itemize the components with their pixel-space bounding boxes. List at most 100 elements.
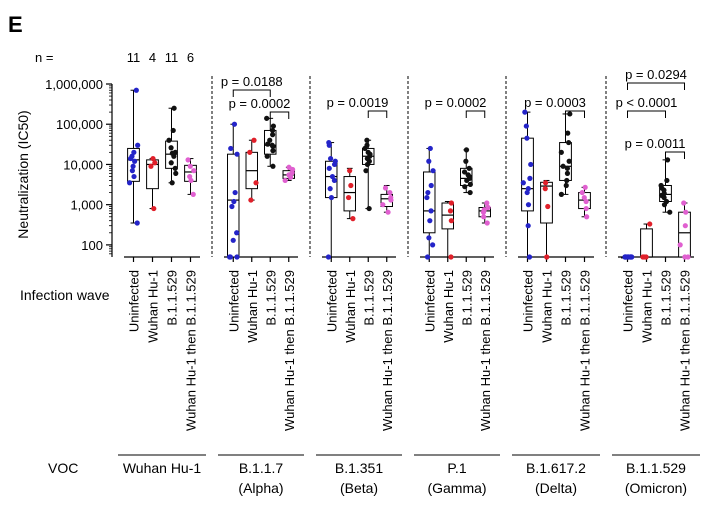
data-point xyxy=(465,172,471,178)
group-label: Uninfected xyxy=(127,270,142,332)
data-point xyxy=(426,235,432,241)
data-point xyxy=(187,163,193,169)
infection-wave-label: Infection wave xyxy=(20,287,110,303)
data-point xyxy=(481,207,487,213)
data-point xyxy=(525,223,531,229)
data-point xyxy=(129,168,135,174)
p-value-label: p = 0.0188 xyxy=(221,74,283,89)
data-point xyxy=(643,254,649,260)
data-point xyxy=(583,198,589,205)
voc-name: B.1.1.529 xyxy=(626,460,686,476)
data-point xyxy=(579,189,585,196)
data-point xyxy=(190,191,196,198)
data-point xyxy=(683,209,689,215)
voc-subname: (Gamma) xyxy=(427,480,486,496)
data-point xyxy=(231,121,238,127)
voc-label: VOC xyxy=(48,460,78,476)
box-wuhan-hu-1 xyxy=(640,228,653,258)
data-point xyxy=(380,202,386,208)
data-point xyxy=(524,135,530,141)
data-point xyxy=(326,165,332,171)
data-point xyxy=(626,254,632,260)
data-point xyxy=(325,254,332,260)
data-point xyxy=(558,191,564,198)
data-point xyxy=(169,180,175,186)
data-point xyxy=(366,205,372,212)
data-point xyxy=(542,186,548,192)
data-point xyxy=(232,189,238,196)
p-value-label: p = 0.0019 xyxy=(327,95,389,110)
data-point xyxy=(664,157,671,163)
data-point xyxy=(526,254,533,260)
voc-name: P.1 xyxy=(447,460,466,476)
data-point xyxy=(331,177,338,184)
group-label: Wuhan Hu-1 xyxy=(441,270,456,343)
data-point xyxy=(171,105,177,111)
significance-bracket xyxy=(465,110,486,118)
data-point xyxy=(667,209,673,215)
data-point xyxy=(166,137,172,143)
n-label: n = xyxy=(35,50,53,65)
data-point xyxy=(364,142,370,148)
data-point xyxy=(545,203,551,210)
n-value: 11 xyxy=(127,50,141,65)
voc-subname: (Delta) xyxy=(535,480,577,496)
voc-name: Wuhan Hu-1 xyxy=(123,460,202,476)
data-point xyxy=(345,194,352,201)
data-point xyxy=(270,148,276,154)
group-label: Wuhan Hu-1 xyxy=(540,270,555,343)
group-label: Uninfected xyxy=(621,270,636,332)
data-point xyxy=(544,254,550,260)
voc-subname: (Omicron) xyxy=(625,480,687,496)
data-point xyxy=(326,139,332,146)
group-label: Wuhan Hu-1 xyxy=(343,270,358,343)
significance-bracket xyxy=(232,89,271,97)
data-point xyxy=(350,216,356,222)
panel-label: E xyxy=(8,12,23,37)
data-point xyxy=(385,209,391,215)
box-wuhan-hu-1 xyxy=(343,176,356,212)
data-point xyxy=(522,109,528,115)
data-point xyxy=(150,155,156,162)
n-value: 4 xyxy=(149,50,156,65)
data-point xyxy=(229,203,235,210)
data-point xyxy=(463,147,470,153)
group-label: Wuhan Hu-1 xyxy=(146,270,161,343)
data-point xyxy=(467,181,473,187)
box-wuhan-hu-1-then-b-1-1-529 xyxy=(678,211,691,258)
data-point xyxy=(363,168,369,174)
data-point xyxy=(430,242,436,248)
data-point xyxy=(584,214,590,220)
p-value-label: p = 0.0294 xyxy=(625,67,687,82)
significance-bracket xyxy=(627,110,666,118)
group-label: Wuhan Hu-1 then B.1.1.529 xyxy=(478,270,493,431)
data-point xyxy=(131,149,137,155)
data-point xyxy=(132,158,138,164)
p-value-label: p < 0.0001 xyxy=(616,95,678,110)
data-point xyxy=(485,204,491,211)
significance-bracket xyxy=(269,111,290,119)
data-point xyxy=(682,223,688,229)
data-point xyxy=(424,194,430,201)
group-label: Wuhan Hu-1 then B.1.1.529 xyxy=(282,270,297,431)
data-point xyxy=(681,200,687,206)
data-point xyxy=(270,123,276,129)
data-point xyxy=(425,189,431,196)
y-tick-label: 10,000 xyxy=(63,157,103,172)
significance-bracket xyxy=(565,110,585,118)
data-point xyxy=(663,198,670,205)
data-point xyxy=(332,158,338,164)
group-label: Wuhan Hu-1 xyxy=(640,270,655,343)
data-point xyxy=(542,180,549,186)
data-point xyxy=(135,142,141,148)
data-point xyxy=(227,254,233,260)
data-point xyxy=(430,168,436,174)
data-point xyxy=(582,184,588,190)
data-point xyxy=(269,127,276,134)
data-point xyxy=(230,237,236,243)
data-point xyxy=(187,173,193,180)
data-point xyxy=(131,173,137,180)
data-point xyxy=(168,145,174,151)
data-point xyxy=(564,165,571,171)
group-label: Wuhan Hu-1 then B.1.1.529 xyxy=(678,270,693,431)
